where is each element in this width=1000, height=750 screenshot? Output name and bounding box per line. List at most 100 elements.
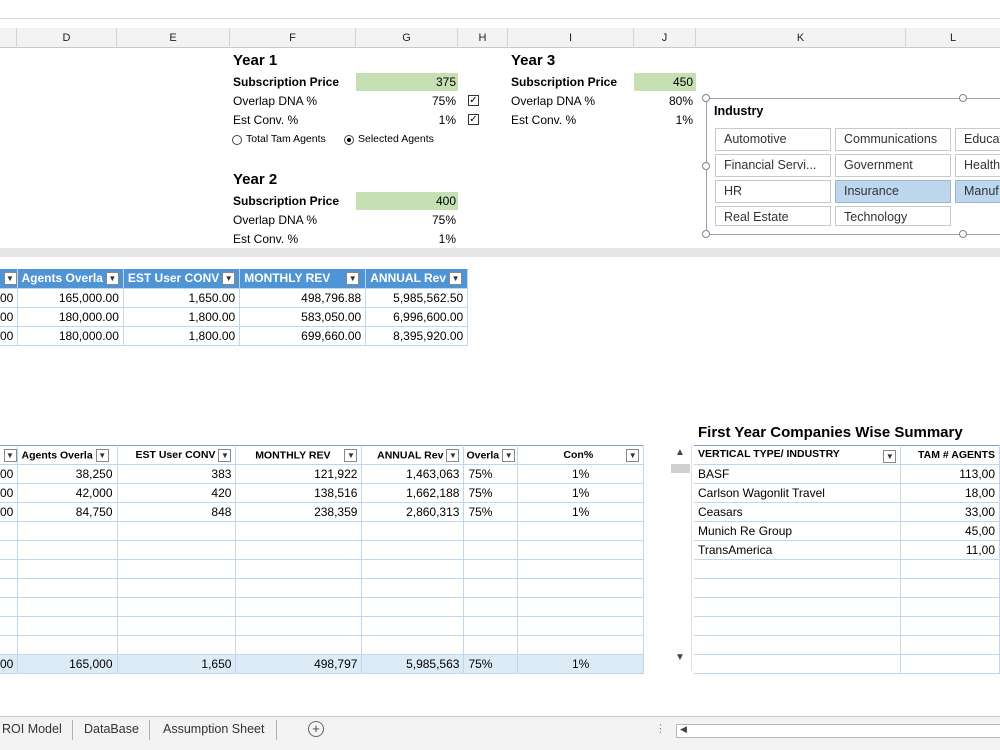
cell-company[interactable]: BASF xyxy=(694,464,902,484)
cell-tam-agents[interactable]: 18,00 xyxy=(900,483,1000,503)
cell-conv-pct[interactable]: 1% xyxy=(517,464,645,484)
slicer-item-government[interactable]: Government xyxy=(835,154,951,177)
year3-subscription-value[interactable]: 450 xyxy=(672,75,693,89)
header-annual-rev[interactable]: ANNUAL Rev ▼ xyxy=(361,445,465,465)
filter-dropdown-icon[interactable]: ▼ xyxy=(95,448,109,462)
cell-est-user-conv[interactable]: 383 xyxy=(117,464,237,484)
column-header-f[interactable]: F xyxy=(230,28,356,48)
slicer-item-health[interactable]: Health xyxy=(955,154,1000,177)
column-header-i[interactable]: I xyxy=(508,28,634,48)
cell-annual-rev[interactable]: 5,985,562.50 xyxy=(365,288,469,308)
year3-conv-value[interactable]: 1% xyxy=(675,113,693,127)
cell-annual-rev[interactable]: 1,463,063 xyxy=(361,464,465,484)
conv-checkbox[interactable]: ✓ xyxy=(468,114,479,125)
slicer-item-automotive[interactable]: Automotive xyxy=(715,128,831,151)
cell-agents-overlap[interactable]: 180,000.00 xyxy=(17,307,124,327)
cell-annual-rev[interactable]: 1,662,188 xyxy=(361,483,465,503)
cell-monthly-rev[interactable]: 583,050.00 xyxy=(239,307,367,327)
industry-slicer[interactable]: Industry Automotive Communications Educa… xyxy=(706,98,1000,235)
cell-monthly-rev[interactable]: 498,796.88 xyxy=(239,288,367,308)
cell-lead[interactable]: 00 xyxy=(0,654,18,674)
cell-monthly-rev[interactable]: 699,660.00 xyxy=(239,326,367,346)
column-header-e[interactable]: E xyxy=(117,28,230,48)
filter-dropdown-icon[interactable]: ▼ xyxy=(502,448,516,462)
scroll-down-icon[interactable]: ▼ xyxy=(675,652,685,663)
year2-overlap-value[interactable]: 75% xyxy=(431,213,456,227)
total-agents-overlap[interactable]: 165,000 xyxy=(17,654,118,674)
slicer-resize-handle-left[interactable] xyxy=(702,162,710,170)
cell-monthly-rev[interactable]: 121,922 xyxy=(235,464,363,484)
tab-assumption-sheet[interactable]: Assumption Sheet xyxy=(163,722,265,736)
header-est-user-conv[interactable]: EST User CONV ▼ xyxy=(117,445,237,465)
filter-dropdown-icon[interactable]: ▼ xyxy=(344,448,358,462)
cell-company[interactable]: Carlson Wagonlit Travel xyxy=(694,483,902,503)
total-overlap[interactable]: 75% xyxy=(463,654,519,674)
row-selector-corner[interactable] xyxy=(0,28,17,48)
header-tam-agents[interactable]: TAM # AGENTS xyxy=(900,445,1000,465)
year3-overlap-value[interactable]: 80% xyxy=(668,94,693,108)
overlap-checkbox[interactable]: ✓ xyxy=(468,95,479,106)
header-vertical-type[interactable]: VERTICAL TYPE/ INDUSTRY ▼ xyxy=(694,445,902,465)
header-monthly-rev[interactable]: MONTHLY REV ▼ xyxy=(239,269,367,289)
year2-conv-value[interactable]: 1% xyxy=(438,232,456,246)
cell-annual-rev[interactable]: 8,395,920.00 xyxy=(365,326,469,346)
add-sheet-icon[interactable]: + xyxy=(308,721,324,737)
cell-lead[interactable]: 00 xyxy=(0,502,18,522)
slicer-resize-handle-bottom[interactable] xyxy=(959,230,967,238)
slicer-resize-handle-bl[interactable] xyxy=(702,230,710,238)
cell-monthly-rev[interactable]: 138,516 xyxy=(235,483,363,503)
header-monthly-rev[interactable]: MONTHLY REV ▼ xyxy=(235,445,363,465)
column-header-k[interactable]: K xyxy=(696,28,906,48)
cell-annual-rev[interactable]: 6,996,600.00 xyxy=(365,307,469,327)
cell-conv-pct[interactable]: 1% xyxy=(517,502,645,522)
column-header-h[interactable]: H xyxy=(458,28,508,48)
cell-agents-overlap[interactable]: 84,750 xyxy=(17,502,118,522)
cell-monthly-rev[interactable]: 238,359 xyxy=(235,502,363,522)
cell-tam-agents[interactable]: 11,00 xyxy=(900,540,1000,560)
filter-dropdown-icon[interactable]: ▼ xyxy=(446,448,460,462)
filter-dropdown-icon[interactable]: ▼ xyxy=(626,448,640,462)
filter-dropdown-icon[interactable]: ▼ xyxy=(883,449,897,463)
cell-tam-agents[interactable]: 45,00 xyxy=(900,521,1000,541)
cell-lead[interactable]: 00 xyxy=(0,464,18,484)
total-annual-rev[interactable]: 5,985,563 xyxy=(361,654,465,674)
year1-subscription-value[interactable]: 375 xyxy=(435,75,456,89)
filter-dropdown-icon[interactable]: ▼ xyxy=(222,272,236,286)
cell-est-user-conv[interactable]: 848 xyxy=(117,502,237,522)
cell-tam-agents[interactable]: 33,00 xyxy=(900,502,1000,522)
header-overlap[interactable]: Overla ▼ xyxy=(463,445,519,465)
slicer-item-education[interactable]: Educat xyxy=(955,128,1000,151)
filter-dropdown-icon[interactable]: ▼ xyxy=(218,448,232,462)
col-filter-lead[interactable]: ▼ xyxy=(0,445,18,465)
slicer-item-insurance[interactable]: Insurance xyxy=(835,180,951,203)
cell-agents-overlap[interactable]: 180,000.00 xyxy=(17,326,124,346)
scroll-thumb[interactable] xyxy=(671,464,690,473)
summary-scrollbar[interactable]: ▲ ▼ xyxy=(670,445,692,671)
cell-company[interactable]: TransAmerica xyxy=(694,540,902,560)
slicer-item-hr[interactable]: HR xyxy=(715,180,831,203)
cell-annual-rev[interactable]: 2,860,313 xyxy=(361,502,465,522)
cell-company[interactable]: Munich Re Group xyxy=(694,521,902,541)
cell-est-user-conv[interactable]: 1,800.00 xyxy=(123,326,241,346)
header-annual-rev[interactable]: ANNUAL Rev ▼ xyxy=(365,269,469,289)
header-agents-overlap[interactable]: Agents Overla ▼ xyxy=(17,269,124,289)
scroll-left-icon[interactable]: ◀ xyxy=(680,724,687,734)
scroll-up-icon[interactable]: ▲ xyxy=(675,447,685,458)
header-conv-pct[interactable]: Con% ▼ xyxy=(517,445,645,465)
cell-est-user-conv[interactable]: 1,800.00 xyxy=(123,307,241,327)
cell-overlap[interactable]: 75% xyxy=(463,464,519,484)
col-filter-lead[interactable]: ▼ xyxy=(0,269,18,289)
total-monthly-rev[interactable]: 498,797 xyxy=(235,654,363,674)
slicer-item-manufacturing[interactable]: Manuf xyxy=(955,180,1000,203)
cell-lead[interactable]: 00 xyxy=(0,326,18,346)
cell-overlap[interactable]: 75% xyxy=(463,483,519,503)
header-agents-overlap[interactable]: Agents Overla ▼ xyxy=(17,445,118,465)
cell-tam-agents[interactable]: 113,00 xyxy=(900,464,1000,484)
splitter-handle-icon[interactable]: ⋮ xyxy=(655,723,666,735)
year1-overlap-value[interactable]: 75% xyxy=(431,94,456,108)
cell-conv-pct[interactable]: 1% xyxy=(517,483,645,503)
year1-conv-value[interactable]: 1% xyxy=(438,113,456,127)
cell-est-user-conv[interactable]: 420 xyxy=(117,483,237,503)
column-header-g[interactable]: G xyxy=(356,28,458,48)
filter-dropdown-icon[interactable]: ▼ xyxy=(449,272,463,286)
